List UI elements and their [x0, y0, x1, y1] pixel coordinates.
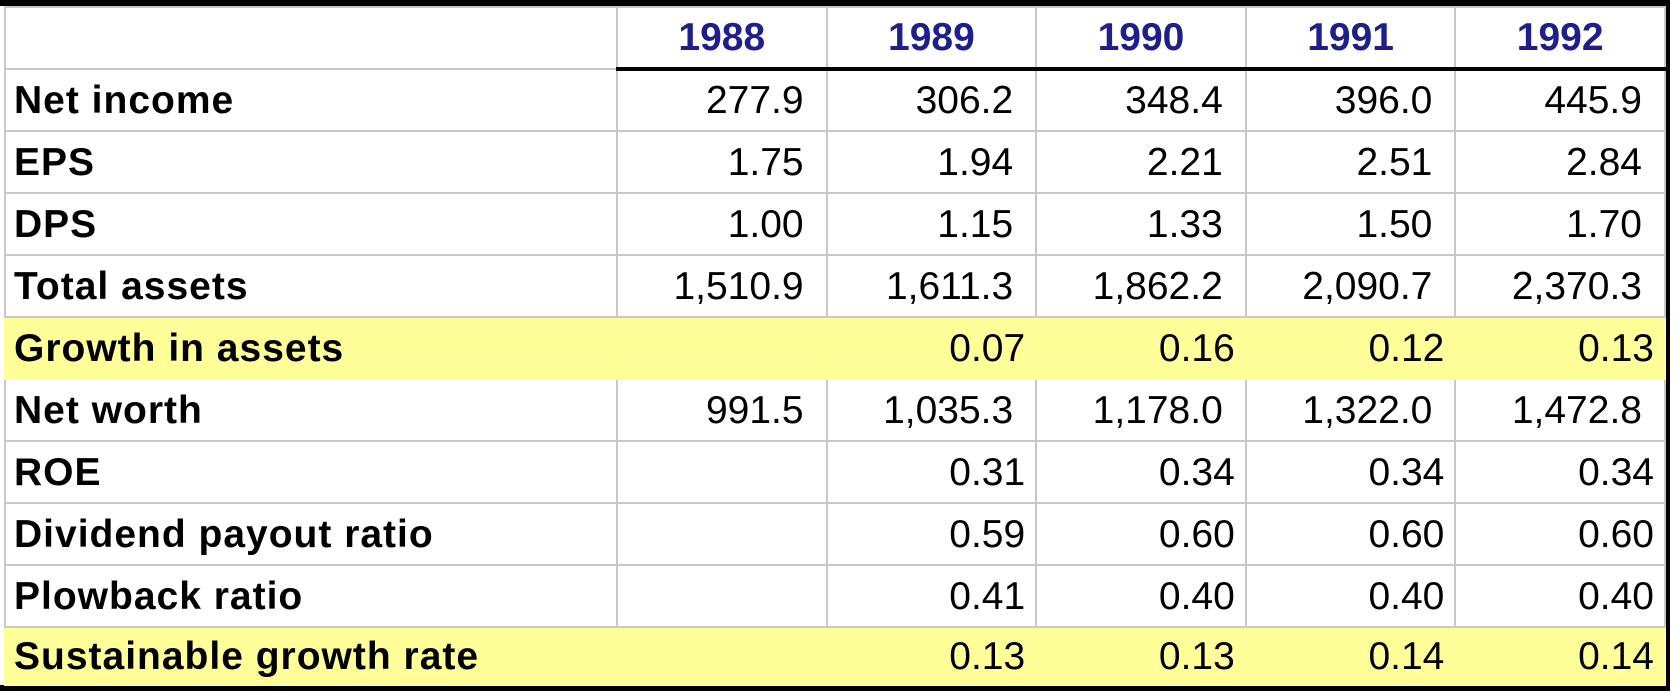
table-cell	[616, 440, 828, 504]
table-cell: 0.13	[1035, 626, 1247, 686]
table-row: Plowback ratio 0.41 0.40 0.40 0.40	[4, 564, 1666, 628]
row-label: Net worth	[4, 378, 618, 442]
table-row: Net income 277.9 306.2 348.4 396.0 445.9	[4, 68, 1666, 132]
row-label: Growth in assets	[4, 316, 618, 380]
table-row: Dividend payout ratio 0.59 0.60 0.60 0.6…	[4, 502, 1666, 566]
table-cell: 0.16	[1035, 316, 1247, 380]
table-row-highlighted: Sustainable growth rate 0.13 0.13 0.14 0…	[4, 626, 1666, 686]
table-cell: 1.15	[825, 192, 1038, 256]
year-header: 1991	[1244, 6, 1457, 71]
table-cell: 445.9	[1454, 68, 1666, 132]
row-label: Total assets	[4, 254, 618, 318]
table-cell: 1.94	[825, 130, 1038, 194]
table-cell: 0.13	[825, 626, 1038, 686]
table-cell: 0.31	[825, 440, 1038, 504]
table-cell: 2.51	[1244, 130, 1457, 194]
row-label: Net income	[4, 68, 618, 132]
year-header: 1992	[1454, 6, 1666, 71]
financial-table: 1988 1989 1990 1991 1992 Net income 277.…	[4, 6, 1666, 686]
row-label: Dividend payout ratio	[4, 502, 618, 566]
table-cell: 0.34	[1244, 440, 1457, 504]
table-row: Total assets 1,510.9 1,611.3 1,862.2 2,0…	[4, 254, 1666, 318]
table-cell: 1,035.3	[825, 378, 1038, 442]
table-row: Net worth 991.5 1,035.3 1,178.0 1,322.0 …	[4, 378, 1666, 442]
table-cell: 1.33	[1035, 192, 1247, 256]
table-cell: 1,178.0	[1035, 378, 1247, 442]
table-cell: 396.0	[1244, 68, 1457, 132]
table-cell: 1.75	[616, 130, 828, 194]
table-cell: 0.60	[1244, 502, 1457, 566]
table-cell: 1,862.2	[1035, 254, 1247, 318]
table-cell: 348.4	[1035, 68, 1247, 132]
header-row: 1988 1989 1990 1991 1992	[4, 6, 1666, 71]
header-corner-cell	[4, 6, 618, 70]
table-cell: 0.07	[825, 316, 1038, 380]
table-cell: 1.00	[616, 192, 828, 256]
table-cell: 0.60	[1035, 502, 1247, 566]
table-cell: 0.34	[1035, 440, 1247, 504]
table-cell: 1,510.9	[616, 254, 828, 318]
table-cell: 1.50	[1244, 192, 1457, 256]
table-cell: 0.14	[1454, 626, 1666, 686]
table-cell: 2,090.7	[1244, 254, 1457, 318]
table-cell: 2.21	[1035, 130, 1247, 194]
table-cell: 1,472.8	[1454, 378, 1666, 442]
table-cell: 277.9	[616, 68, 828, 132]
table-cell: 2,370.3	[1454, 254, 1666, 318]
table-row-highlighted: Growth in assets 0.07 0.16 0.12 0.13	[4, 316, 1666, 380]
year-header: 1990	[1035, 6, 1247, 71]
row-label: Sustainable growth rate	[4, 626, 618, 686]
table-cell: 306.2	[825, 68, 1038, 132]
table-row: ROE 0.31 0.34 0.34 0.34	[4, 440, 1666, 504]
table-cell	[616, 564, 828, 628]
table-cell: 0.13	[1454, 316, 1666, 380]
table-cell: 1.70	[1454, 192, 1666, 256]
table-cell: 0.60	[1454, 502, 1666, 566]
table-cell: 0.40	[1454, 564, 1666, 628]
table-cell: 1,322.0	[1244, 378, 1457, 442]
table-cell: 0.40	[1244, 564, 1457, 628]
year-header: 1988	[616, 6, 828, 71]
table-cell: 2.84	[1454, 130, 1666, 194]
table-row: EPS 1.75 1.94 2.21 2.51 2.84	[4, 130, 1666, 194]
row-label: ROE	[4, 440, 618, 504]
table-cell: 0.40	[1035, 564, 1247, 628]
table-cell	[616, 626, 828, 686]
table-cell: 0.34	[1454, 440, 1666, 504]
table-cell: 1,611.3	[825, 254, 1038, 318]
year-header: 1989	[825, 6, 1038, 71]
table-cell: 0.14	[1244, 626, 1457, 686]
table-cell: 991.5	[616, 378, 828, 442]
table-cell: 0.12	[1244, 316, 1457, 380]
table-cell: 0.59	[825, 502, 1038, 566]
table-cell: 0.41	[825, 564, 1038, 628]
table-cell	[616, 502, 828, 566]
table-row: DPS 1.00 1.15 1.33 1.50 1.70	[4, 192, 1666, 256]
row-label: Plowback ratio	[4, 564, 618, 628]
row-label: DPS	[4, 192, 618, 256]
table-cell	[616, 316, 828, 380]
row-label: EPS	[4, 130, 618, 194]
